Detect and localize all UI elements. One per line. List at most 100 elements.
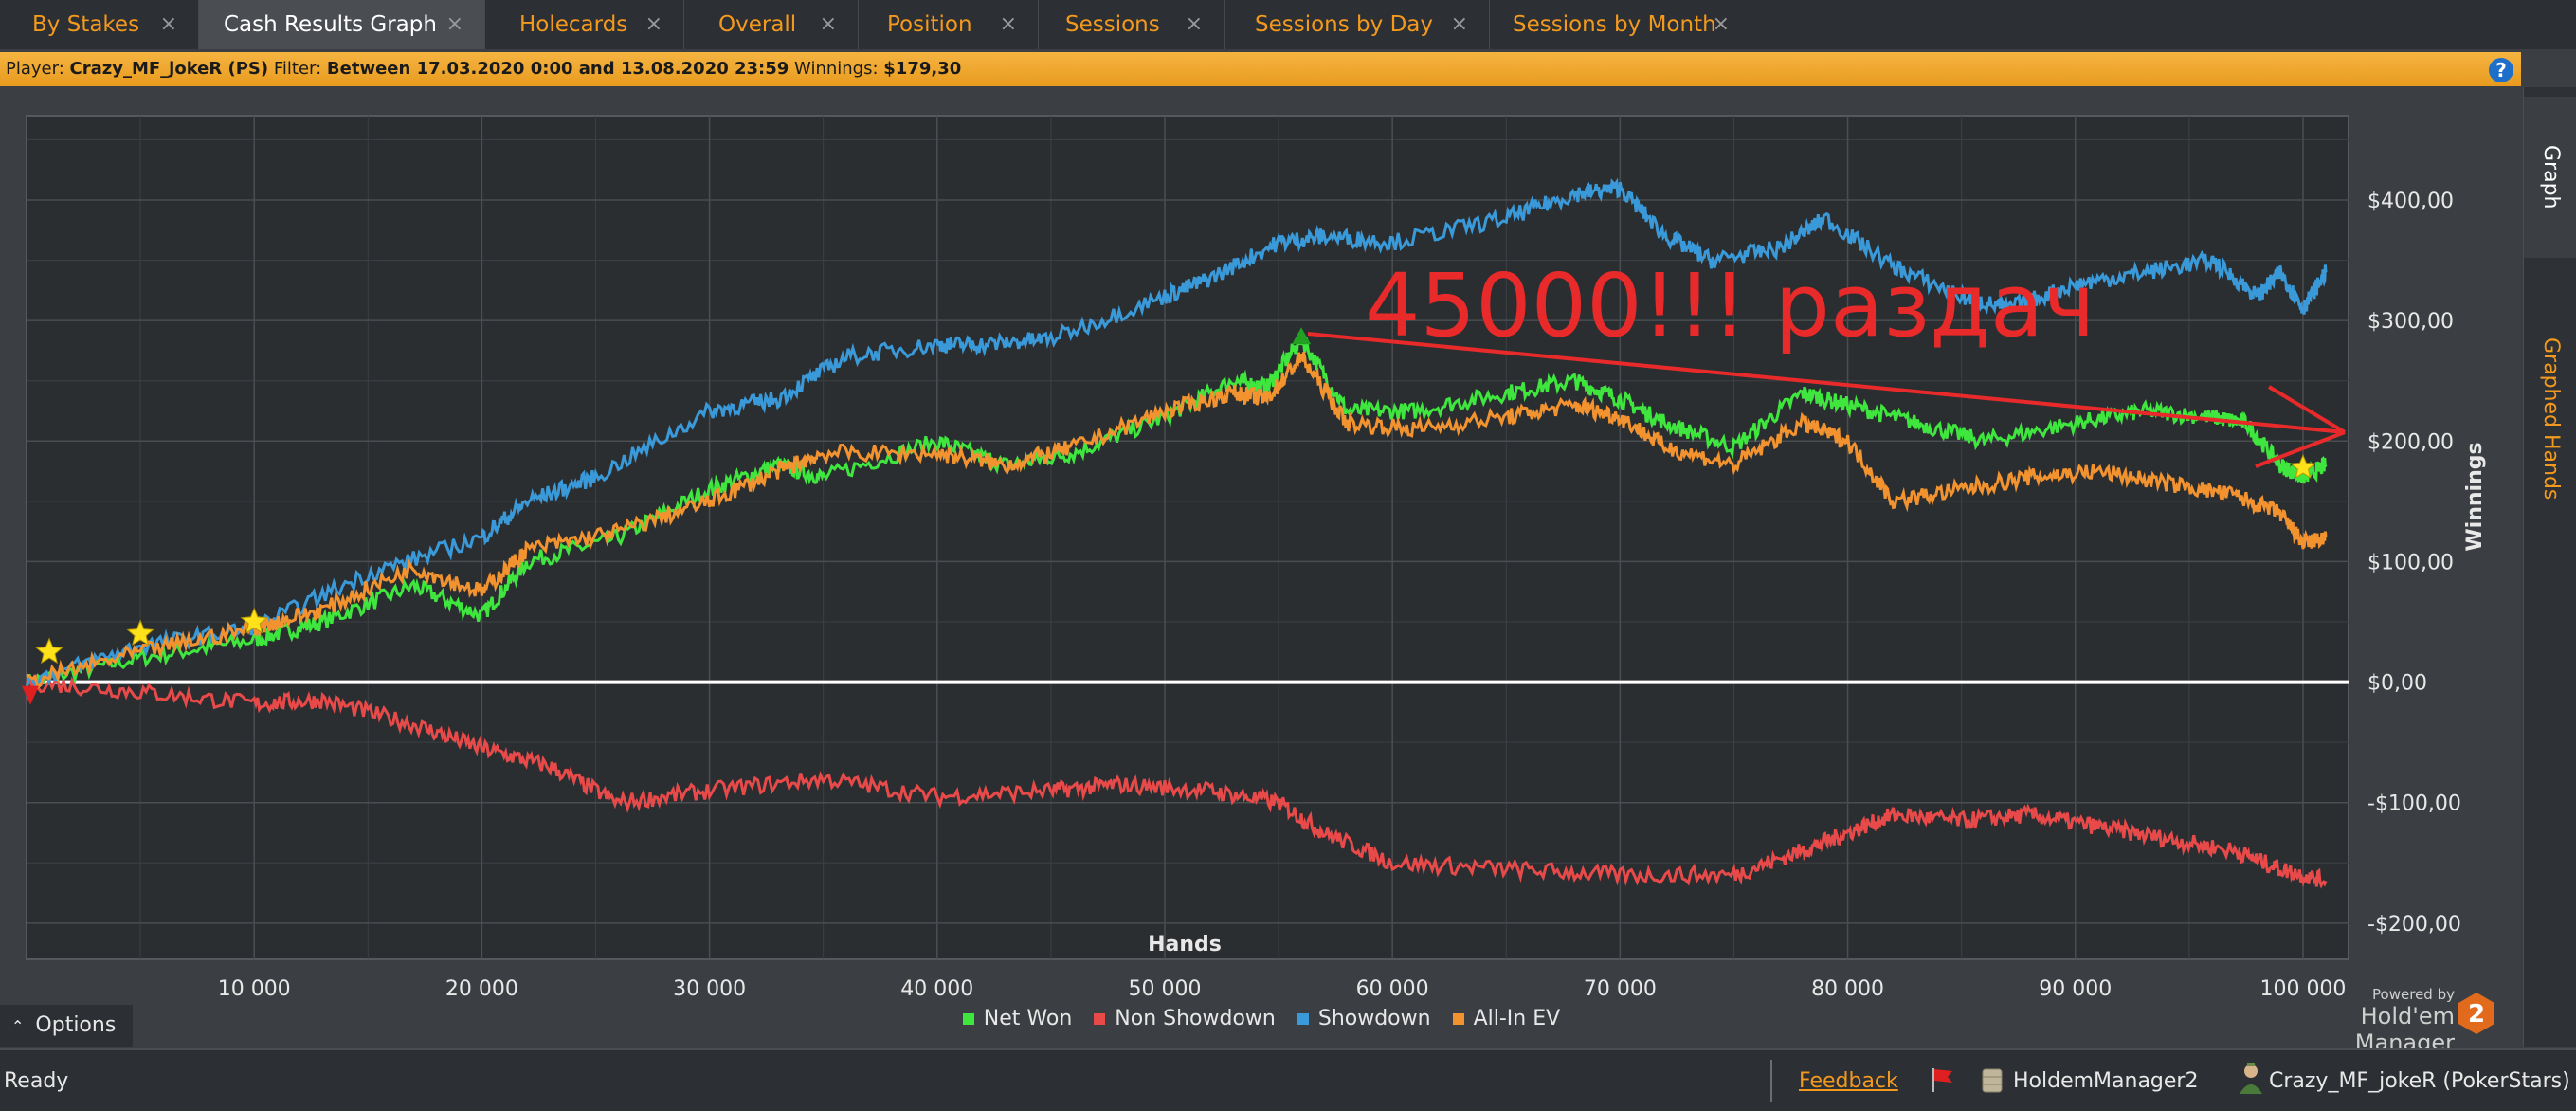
legend-swatch bbox=[962, 1013, 974, 1025]
legend-label: Showdown bbox=[1317, 1007, 1431, 1030]
y-tick-label: -$100,00 bbox=[2367, 792, 2461, 816]
player-name: Crazy_MF_jokeR (PS) bbox=[69, 59, 269, 79]
status-bar: Ready Feedback HoldemManager2 Crazy_MF_j… bbox=[0, 1048, 2576, 1111]
tab-holecards[interactable]: Holecards × bbox=[485, 0, 684, 49]
logo-digit: 2 bbox=[2468, 1000, 2485, 1029]
user-avatar-icon bbox=[2240, 1063, 2262, 1094]
legend-item-showdown[interactable]: Showdown bbox=[1297, 1007, 1431, 1030]
powered-by: Powered by Hold'em Manager bbox=[2265, 986, 2502, 1056]
markers bbox=[22, 327, 2316, 705]
tab-label: Overall bbox=[718, 12, 797, 37]
y-tick-label: $300,00 bbox=[2367, 310, 2454, 334]
current-user: Crazy_MF_jokeR (PokerStars) bbox=[2269, 1069, 2570, 1093]
options-label: Options bbox=[35, 1013, 117, 1037]
plot-area bbox=[26, 115, 2349, 960]
y-axis-title: Winnings bbox=[2463, 442, 2487, 551]
y-tick-label: $400,00 bbox=[2367, 190, 2454, 213]
star-marker-icon bbox=[35, 637, 63, 665]
powered-by-label: Powered by bbox=[2372, 986, 2455, 1003]
database-name: HoldemManager2 bbox=[2013, 1069, 2199, 1093]
x-tick-label: 10 000 bbox=[218, 977, 291, 1001]
tab-label: Sessions bbox=[1065, 12, 1160, 37]
filter-value: Between 17.03.2020 0:00 and 13.08.2020 2… bbox=[326, 59, 789, 79]
close-icon[interactable]: × bbox=[1185, 12, 1203, 36]
x-tick-label: 20 000 bbox=[445, 977, 518, 1001]
legend-item-all-in-ev[interactable]: All-In EV bbox=[1452, 1007, 1561, 1030]
annotation-text: 45000!!! раздач bbox=[1365, 255, 2095, 356]
x-tick-label: 60 000 bbox=[1356, 977, 1429, 1001]
divider bbox=[1770, 1060, 1772, 1102]
tab-position[interactable]: Position × bbox=[859, 0, 1039, 49]
player-label: Player: bbox=[6, 59, 64, 79]
filter-info-bar: Player: Crazy_MF_jokeR (PS) Filter: Betw… bbox=[0, 52, 2521, 86]
chevron-up-icon: ⌃ bbox=[11, 1017, 25, 1035]
tab-sessions[interactable]: Sessions × bbox=[1039, 0, 1225, 49]
feedback-link[interactable]: Feedback bbox=[1799, 1069, 1898, 1093]
tab-sessions-by-day[interactable]: Sessions by Day × bbox=[1225, 0, 1490, 49]
series-line-all-in-ev bbox=[26, 352, 2328, 690]
tab-label: Sessions by Day bbox=[1255, 12, 1433, 37]
close-icon[interactable]: × bbox=[445, 12, 463, 36]
y-tick-label: $200,00 bbox=[2367, 430, 2454, 454]
annotation-arrow bbox=[1307, 332, 2347, 468]
x-tick-label: 70 000 bbox=[1584, 977, 1657, 1001]
x-tick-label: 90 000 bbox=[2039, 977, 2112, 1001]
tab-label: Holecards bbox=[519, 12, 628, 37]
x-axis: 10 000 20 000 30 000 40 000 50 000 60 000 70 0… bbox=[218, 977, 2347, 1001]
tab-overall[interactable]: Overall × bbox=[684, 0, 859, 49]
y-tick-label: $0,00 bbox=[2367, 672, 2427, 696]
series-line-non-showdown bbox=[25, 674, 2328, 889]
tab-bar: By Stakes × Cash Results Graph × Holecar… bbox=[0, 0, 2576, 49]
y-axis: $400,00 $300,00 $200,00 $100,00 $0,00 -$100,0… bbox=[2367, 190, 2461, 937]
tab-label: Cash Results Graph bbox=[224, 12, 437, 37]
peak-triangle-icon bbox=[1292, 327, 1312, 345]
x-tick-label: 80 000 bbox=[1811, 977, 1884, 1001]
close-icon[interactable]: × bbox=[1450, 12, 1468, 36]
filter-label: Filter: bbox=[273, 59, 322, 79]
close-icon[interactable]: × bbox=[1712, 12, 1730, 36]
tab-label: Sessions by Month bbox=[1513, 12, 1716, 37]
star-marker-icon bbox=[126, 619, 154, 647]
y-tick-label: -$200,00 bbox=[2367, 913, 2461, 937]
side-tab-graph[interactable]: Graph bbox=[2524, 97, 2576, 258]
legend-item-non-showdown[interactable]: Non Showdown bbox=[1094, 1007, 1276, 1030]
series-lines bbox=[25, 177, 2328, 889]
x-axis-title: Hands bbox=[1148, 933, 1222, 956]
tab-label: By Stakes bbox=[32, 12, 140, 37]
legend-swatch bbox=[1452, 1013, 1464, 1025]
x-tick-label: 100 000 bbox=[2259, 977, 2346, 1001]
side-tab-graphed-hands[interactable]: Graphed Hands bbox=[2539, 337, 2563, 501]
tab-sessions-by-month[interactable]: Sessions by Month × bbox=[1490, 0, 1751, 49]
help-icon[interactable]: ? bbox=[2489, 58, 2513, 82]
hm2-logo-icon: 2 bbox=[2458, 993, 2494, 1034]
x-tick-label: 50 000 bbox=[1128, 977, 1201, 1001]
x-tick-label: 40 000 bbox=[900, 977, 973, 1001]
database-icon bbox=[1982, 1068, 2003, 1093]
x-tick-label: 30 000 bbox=[673, 977, 746, 1001]
legend: Net Won Non Showdown Showdown All-In EV bbox=[0, 1007, 2523, 1030]
close-icon[interactable]: × bbox=[999, 12, 1017, 36]
legend-label: All-In EV bbox=[1473, 1007, 1561, 1030]
legend-swatch bbox=[1297, 1013, 1309, 1025]
star-marker-icon bbox=[2290, 454, 2316, 479]
trough-triangle-icon bbox=[22, 685, 39, 705]
close-icon[interactable]: × bbox=[819, 12, 837, 36]
flag-icon[interactable] bbox=[1928, 1065, 1956, 1094]
cash-results-chart: $400,00 $300,00 $200,00 $100,00 $0,00 -$100,0… bbox=[22, 115, 2487, 1001]
legend-label: Net Won bbox=[983, 1007, 1073, 1030]
close-icon[interactable]: × bbox=[159, 12, 177, 36]
status-text: Ready bbox=[4, 1069, 69, 1093]
winnings-label: Winnings: bbox=[794, 59, 879, 79]
star-marker-icon bbox=[240, 607, 268, 634]
options-button[interactable]: ⌃ Options bbox=[0, 1005, 133, 1047]
series-line-showdown bbox=[25, 177, 2328, 690]
winnings-value: $179,30 bbox=[883, 59, 962, 79]
legend-swatch bbox=[1094, 1013, 1106, 1025]
tab-by-stakes[interactable]: By Stakes × bbox=[0, 0, 199, 49]
legend-label: Non Showdown bbox=[1115, 1007, 1276, 1030]
y-tick-label: $100,00 bbox=[2367, 551, 2454, 574]
side-panel: Graph Graphed Hands bbox=[2523, 87, 2576, 1047]
close-icon[interactable]: × bbox=[644, 12, 662, 36]
legend-item-net-won[interactable]: Net Won bbox=[962, 1007, 1073, 1030]
tab-cash-results-graph[interactable]: Cash Results Graph × bbox=[199, 0, 485, 49]
